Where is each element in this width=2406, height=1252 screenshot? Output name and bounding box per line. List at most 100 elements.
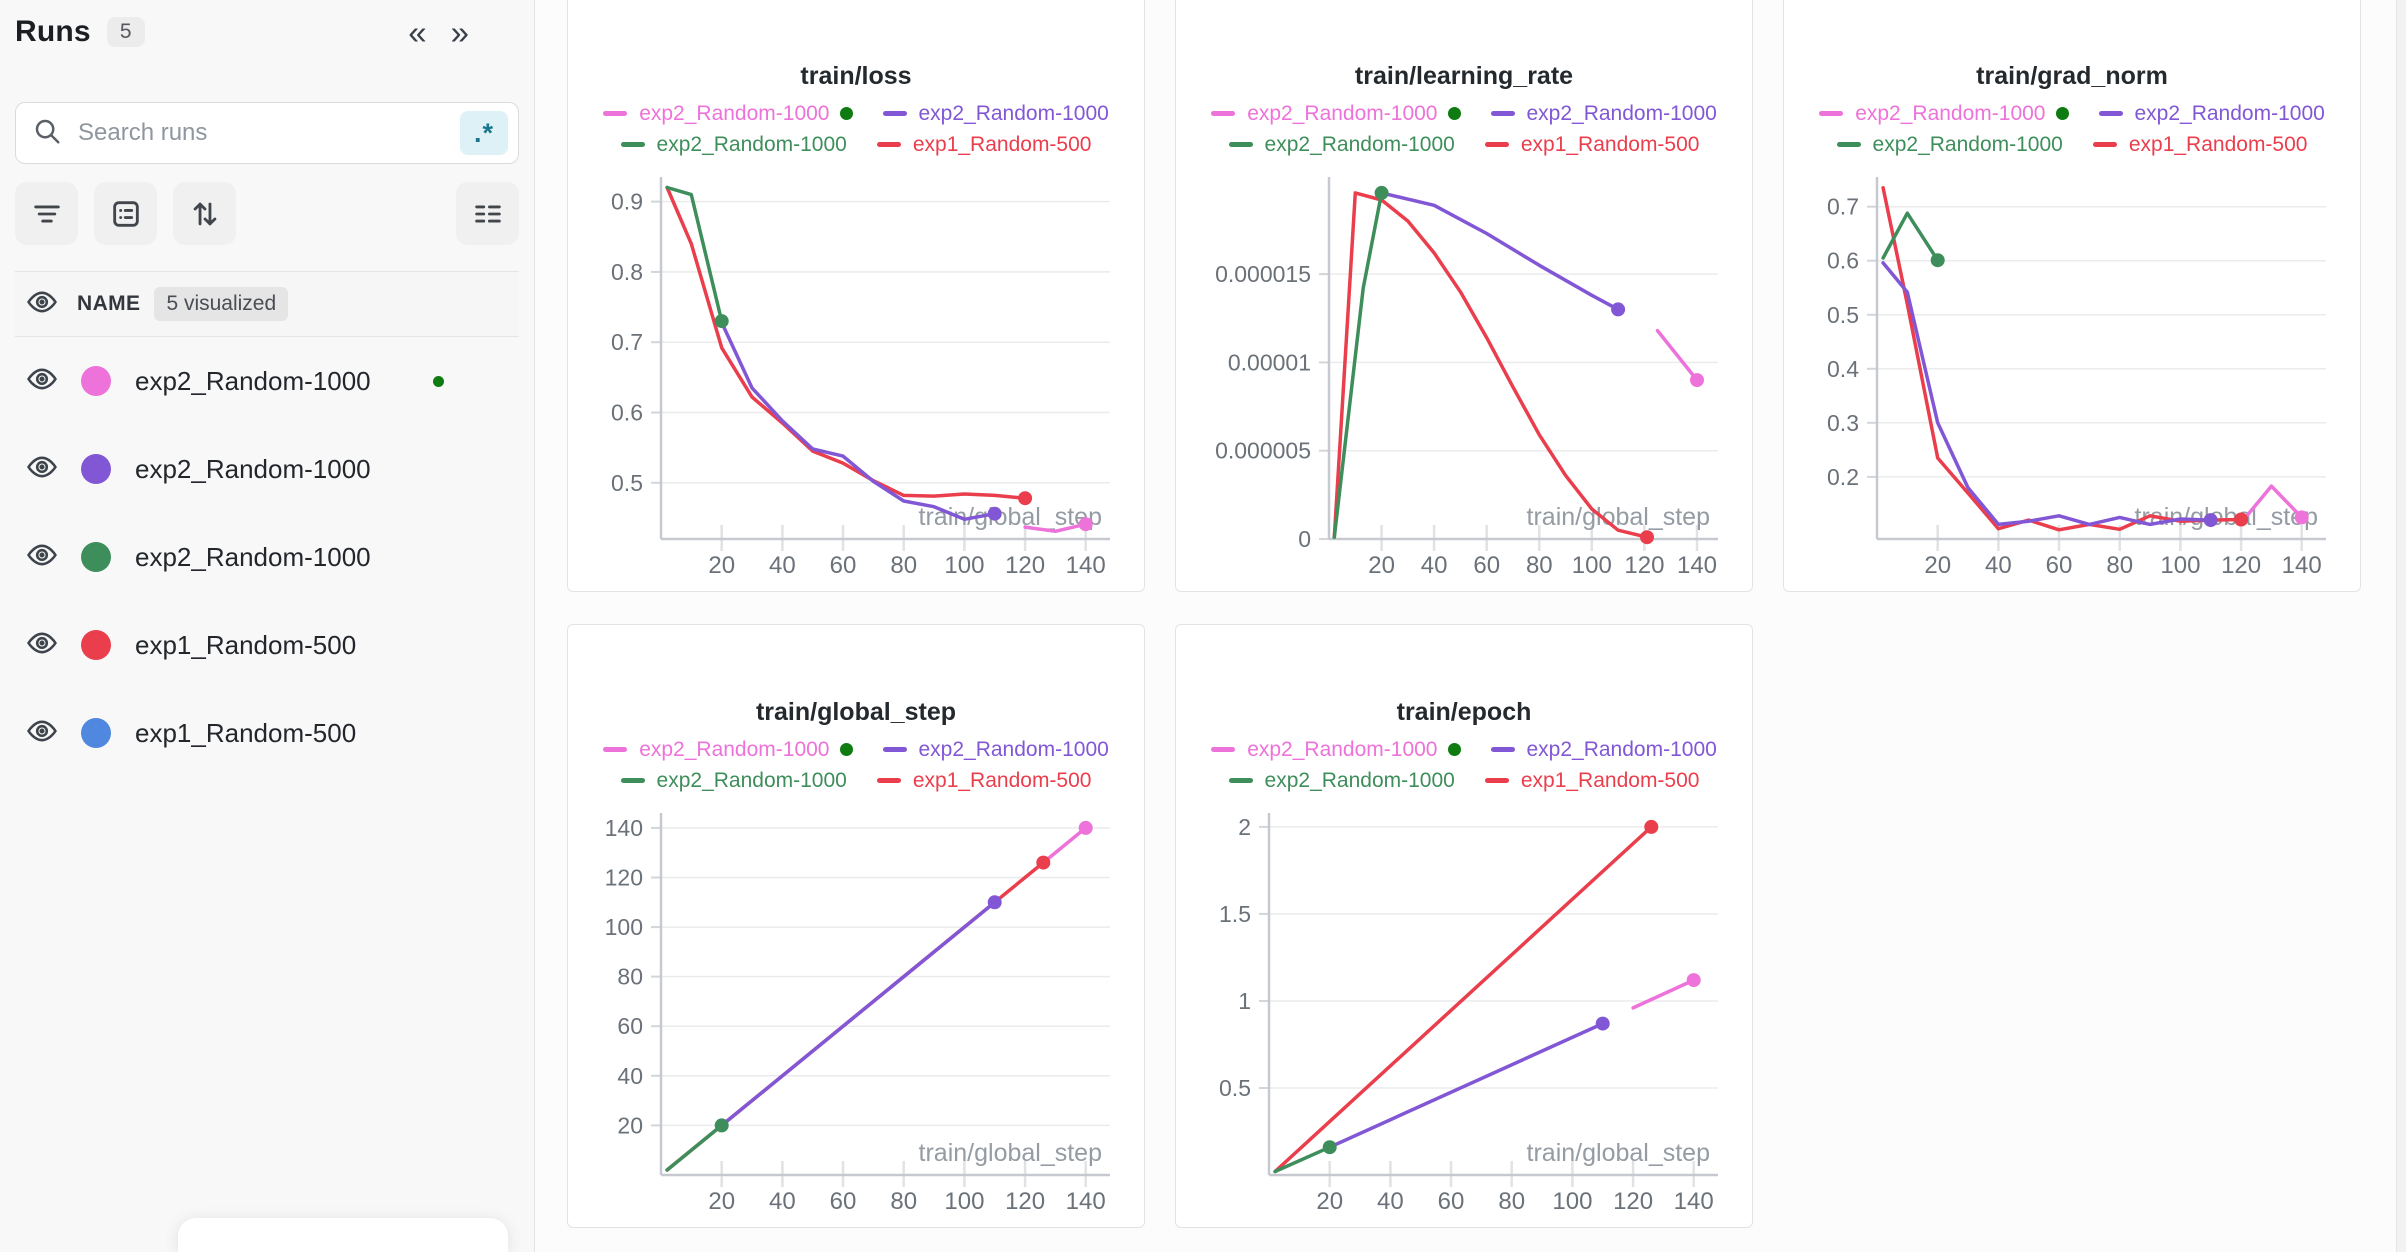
series-end-dot-red	[1036, 855, 1051, 870]
y-tick-label: 0.9	[611, 189, 643, 215]
legend-swatch	[882, 111, 907, 116]
run-name: exp2_Random-1000	[135, 541, 371, 572]
chart-plot[interactable]: 0.50.60.70.80.920 40 60 80 100 120 140train/gl…	[586, 161, 1128, 601]
legend-label: exp2_Random-1000	[1264, 769, 1455, 792]
chart-card-train-grad-norm[interactable]: train/grad_norm exp2_Random-1000 exp2_Rand…	[1783, 0, 2361, 592]
legend-entry[interactable]: exp2_Random-1000	[882, 735, 1109, 764]
x-tick-label: 20	[1368, 552, 1395, 579]
legend-entry[interactable]: exp2_Random-1000	[1490, 99, 1717, 128]
x-axis-label: train/global_step	[1527, 1139, 1710, 1167]
legend-entry[interactable]: exp2_Random-1000	[1228, 766, 1455, 795]
x-tick-label: 40	[1985, 552, 2012, 579]
x-tick-label: 40	[1377, 1188, 1404, 1215]
x-tick-label: 120	[1005, 552, 1045, 579]
series-end-dot-green	[714, 1118, 729, 1133]
legend-label: exp2_Random-1000	[2134, 102, 2325, 125]
legend-entry[interactable]: exp1_Random-500	[1484, 766, 1700, 795]
legend-entry[interactable]: exp2_Random-1000	[1490, 735, 1717, 764]
series-end-dot-purple	[987, 895, 1002, 910]
series-line-purple	[719, 320, 997, 522]
run-row[interactable]: exp2_Random-1000	[15, 513, 519, 601]
legend-label: exp2_Random-1000	[1247, 738, 1438, 761]
legend-entry[interactable]: exp2_Random-1000	[1228, 130, 1455, 159]
legend-entry[interactable]: exp1_Random-500	[876, 130, 1091, 159]
run-visibility-eye-icon[interactable]	[25, 714, 59, 753]
legend-entry[interactable]: exp2_Random-1000	[620, 130, 847, 159]
legend-label: exp1_Random-500	[1520, 769, 1700, 792]
legend-entry[interactable]: exp2_Random-1000	[603, 735, 853, 764]
y-tick-label: 0.6	[1827, 248, 1859, 274]
series-end-dot-pink	[1078, 517, 1093, 532]
scrollbar-rail[interactable]	[2396, 0, 2406, 1252]
legend-entry[interactable]: exp2_Random-1000	[1836, 130, 2063, 159]
toggle-all-visibility-eye-icon[interactable]	[25, 285, 59, 324]
chart-plot[interactable]: 0.20.30.40.50.60.720 40 60 80 100 120 140train…	[1802, 161, 2344, 601]
legend-entry[interactable]: exp2_Random-1000	[1819, 99, 2069, 128]
legend-swatch	[620, 142, 645, 147]
series-line-purple	[1327, 1021, 1605, 1149]
x-axis-label: train/global_step	[1527, 503, 1710, 531]
series-end-dot-pink	[1686, 973, 1701, 988]
legend-entry[interactable]: exp2_Random-1000	[1211, 99, 1461, 128]
run-visibility-eye-icon[interactable]	[25, 626, 59, 665]
chart-plot[interactable]: 0 0.000005 0.00001 0.000015 20 40 60 80 100 120 14…	[1194, 161, 1736, 601]
legend-swatch	[2092, 142, 2117, 147]
sort-button[interactable]	[173, 182, 236, 245]
legend-running-indicator	[2055, 107, 2069, 120]
filter-button[interactable]	[15, 182, 78, 245]
columns-settings-button[interactable]	[456, 182, 519, 245]
regex-toggle[interactable]: .*	[460, 111, 508, 155]
legend-label: exp2_Random-1000	[1247, 102, 1438, 125]
x-tick-label: 100	[2160, 552, 2200, 579]
chart-card-train-learning-rate[interactable]: train/learning_rate exp2_Random-1000 exp2_…	[1175, 0, 1753, 592]
legend-swatch	[1228, 142, 1253, 147]
chart-plot[interactable]: 0.5 1 1.5 2 20 40 60 80 100 120 140 train/global_st…	[1194, 797, 1736, 1237]
legend-entry[interactable]: exp2_Random-1000	[1211, 735, 1461, 764]
legend-label: exp2_Random-1000	[656, 133, 847, 156]
legend-label: exp1_Random-500	[1520, 133, 1700, 156]
runs-sidebar: Runs 5 « » .*	[0, 0, 535, 1252]
y-tick-label: 0.00001	[1228, 349, 1311, 375]
chart-card-train-epoch[interactable]: train/epoch exp2_Random-1000 exp2_Random-1…	[1175, 624, 1753, 1228]
legend-label: exp2_Random-1000	[639, 102, 830, 125]
y-tick-label: 2	[1238, 814, 1251, 840]
series-end-dot-green	[1322, 1140, 1337, 1155]
series-line-purple	[719, 900, 997, 1128]
group-button[interactable]	[94, 182, 157, 245]
chart-card-train-global-step[interactable]: train/global_step exp2_Random-1000 exp2_Ra…	[567, 624, 1145, 1228]
legend-entry[interactable]: exp2_Random-1000	[603, 99, 853, 128]
y-tick-label: 0.8	[611, 259, 643, 285]
series-line-pink	[1041, 826, 1088, 865]
collapse-sidebar-button[interactable]: «	[396, 16, 438, 49]
run-visibility-eye-icon[interactable]	[25, 450, 59, 489]
search-runs-input[interactable]	[76, 118, 460, 148]
legend-entry[interactable]: exp2_Random-1000	[2098, 99, 2325, 128]
legend-running-indicator	[839, 107, 853, 120]
series-end-dot-red	[1018, 491, 1033, 506]
run-visibility-eye-icon[interactable]	[25, 362, 59, 401]
legend-entry[interactable]: exp2_Random-1000	[882, 99, 1109, 128]
name-column-header: NAME	[77, 292, 141, 315]
legend-label: exp2_Random-1000	[1855, 102, 2046, 125]
legend-entry[interactable]: exp1_Random-500	[1484, 130, 1700, 159]
series-end-dot-pink	[1690, 373, 1704, 388]
legend-swatch	[882, 747, 907, 752]
expand-sidebar-button[interactable]: »	[439, 16, 481, 49]
run-row[interactable]: exp1_Random-500	[15, 601, 519, 689]
legend-swatch	[876, 142, 901, 147]
legend-entry[interactable]: exp1_Random-500	[2092, 130, 2307, 159]
y-tick-label: 1	[1238, 988, 1251, 1014]
run-visibility-eye-icon[interactable]	[25, 538, 59, 577]
y-tick-label: 0.000005	[1215, 438, 1311, 464]
search-runs-box[interactable]: .*	[15, 102, 519, 164]
run-row[interactable]: exp2_Random-1000	[15, 425, 519, 513]
legend-swatch	[1490, 111, 1515, 116]
run-row[interactable]: exp2_Random-1000	[15, 337, 519, 425]
chart-plot[interactable]: 20 40 60 80 100 120 140 20 40 60 80 100 120 140 train/…	[586, 797, 1128, 1237]
legend-entry[interactable]: exp1_Random-500	[876, 766, 1091, 795]
y-tick-label: 0.2	[1827, 464, 1859, 490]
run-row[interactable]: exp1_Random-500	[15, 689, 519, 777]
legend-entry[interactable]: exp2_Random-1000	[620, 766, 847, 795]
chart-card-train-loss[interactable]: train/loss exp2_Random-1000 exp2_Random-10…	[567, 0, 1145, 592]
series-end-dot-green	[714, 314, 729, 329]
